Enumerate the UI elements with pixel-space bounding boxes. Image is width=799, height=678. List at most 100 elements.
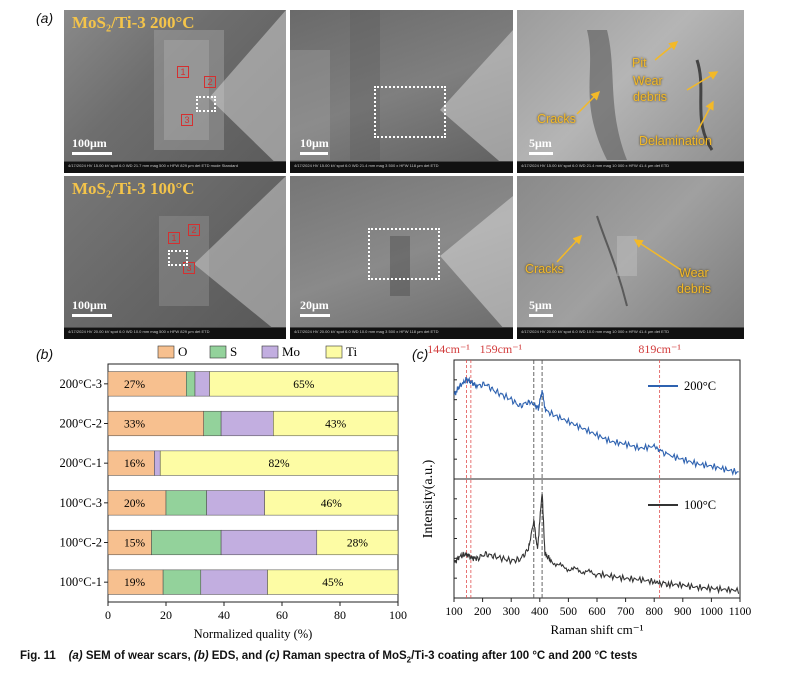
caption-text: Raman spectra of MoS [279,650,407,662]
sem-title-100c: MoS₂/Ti-3 100°C [72,179,195,198]
legend-label-S: S [230,344,237,359]
sem-image-200c-high-mag: Pit Wear debris Cracks Delamination 5μm … [517,10,744,173]
sem-info-bar: 4/17/2024 HV 20.00 kV spot 6.0 WD 10.0 m… [290,327,513,339]
zoom-region-box [374,86,446,138]
x-tick-label: 80 [334,608,346,622]
region-marker-1: 1 [177,66,189,78]
sem-info-bar: 4/17/2024 HV 15.00 kV spot 6.0 WD 21.4 m… [517,161,744,173]
zoom-region-box [196,96,216,112]
bar-label-O: 33% [124,419,146,431]
annotation-wear: Wear [679,266,709,280]
legend-label-200°C: 200°C [684,379,716,393]
annotation-pit: Pit [632,56,647,70]
annotation-debris: debris [633,90,668,104]
bar-label-O: 20% [124,498,146,510]
sem-texture [390,196,513,339]
annotation-cracks: Cracks [537,112,576,126]
category-label: 200°C-1 [60,456,103,470]
annotation-debris: debris [677,282,712,296]
bar-segment-O [107,410,204,437]
sem-title-200c: MoS₂/Ti-3 200°C [72,13,195,32]
bar-label-Ti: 45% [322,577,344,589]
bar-segment-S [151,529,222,556]
zoom-region-box [168,250,188,266]
bar-segment-Mo [154,450,161,476]
bar-segment-Mo [220,529,318,556]
legend-swatch-S [209,345,227,359]
region-marker-3: 3 [181,114,193,126]
bar-segment-O [107,529,152,556]
sem-image-200c-mid-mag: 10μm 4/17/2024 HV 15.00 kV spot 6.0 WD 2… [290,10,513,173]
bar-segment-O [107,450,155,476]
annotation-cracks: Cracks [525,262,564,276]
bar-label-Ti: 43% [325,419,347,431]
sem-texture [154,10,286,173]
peak-label: 159cm⁻¹ [480,342,523,356]
panel-b-label: (b) [36,346,54,362]
legend-swatch-O [157,345,175,359]
legend-label-Mo: Mo [282,344,300,359]
sem-texture [587,30,714,160]
y-axis-label: Intensity(a.u.) [421,459,436,538]
bar-segment-S [165,490,207,516]
scale-bar [72,314,112,317]
x-tick-label: 100 [389,608,407,622]
bar-segment-S [186,371,196,397]
x-tick-label: 200 [474,606,492,618]
bar-segment-O [107,490,167,516]
bar-segment-Mo [220,410,274,437]
x-tick-label: 0 [105,608,111,622]
bar-segment-S [162,569,202,595]
sem-info-bar: 4/17/2024 HV 15.00 kV spot 6.0 WD 21.7 m… [64,161,286,173]
scale-bar [72,152,112,155]
panel-c-label: (c) [412,346,429,362]
sem-texture [596,215,637,307]
scale-label: 20μm [300,298,329,312]
scale-bar [529,152,553,155]
scale-bar [300,152,328,155]
bar-label-O: 16% [124,458,146,470]
x-tick-label: 1100 [729,606,752,618]
peak-label: 819cm⁻¹ [638,342,681,356]
legend-swatch-Mo [261,345,279,359]
legend-swatch-Ti [325,345,343,359]
category-label: 100°C-2 [60,536,103,550]
x-tick-label: 900 [674,606,692,618]
eds-stacked-bar-chart: O S Mo Ti 200°C-3 27% 65% 200°C-2 33% 43% 200°C-1 1… [60,344,408,641]
x-tick-label: 20 [160,608,172,622]
x-tick-label: 300 [503,606,521,618]
figure-caption: Fig. 11 (a) SEM of wear scars, (b) EDS, … [20,650,637,664]
x-tick-label: 60 [276,608,288,622]
x-axis-label: Normalized quality (%) [194,627,313,641]
bar-segment-Ti [316,529,399,556]
bar-label-Ti: 65% [293,379,315,391]
annotation-wear: Wear [633,74,663,88]
x-tick-label: 500 [560,606,578,618]
sem-image-100c-mid-mag: 20μm 4/17/2024 HV 20.00 kV spot 6.0 WD 1… [290,176,513,339]
bar-label-Ti: 82% [269,458,291,470]
x-tick-label: 1000 [700,606,723,618]
scale-label: 100μm [72,298,107,312]
x-tick-label: 400 [531,606,549,618]
zoom-region-box [368,228,440,280]
scale-label: 5μm [529,298,552,312]
scale-label: 5μm [529,136,552,150]
sem-info-bar: 4/17/2024 HV 20.00 kV spot 6.0 WD 10.0 m… [517,327,744,339]
sem-info-bar: 4/17/2024 HV 15.00 kV spot 6.0 WD 21.4 m… [290,161,513,173]
sem-image-100c-high-mag: Cracks Wear debris 5μm 4/17/2024 HV 20.0… [517,176,744,339]
category-label: 200°C-3 [60,377,103,391]
bar-segment-Ti [209,371,399,397]
annotation-arrows [556,234,682,271]
bar-segment-Ti [159,450,399,476]
bar-segment-Mo [194,371,210,397]
x-tick-label: 40 [218,608,230,622]
scale-bar [300,314,330,317]
bar-label-Ti: 46% [321,498,343,510]
legend-label-100°C: 100°C [684,498,716,512]
x-tick-label: 600 [588,606,606,618]
bar-segment-S [203,410,222,437]
caption-text: EDS, and [208,650,266,662]
bar-segment-O [107,569,164,595]
bar-label-O: 19% [124,577,146,589]
category-label: 100°C-3 [60,496,103,510]
